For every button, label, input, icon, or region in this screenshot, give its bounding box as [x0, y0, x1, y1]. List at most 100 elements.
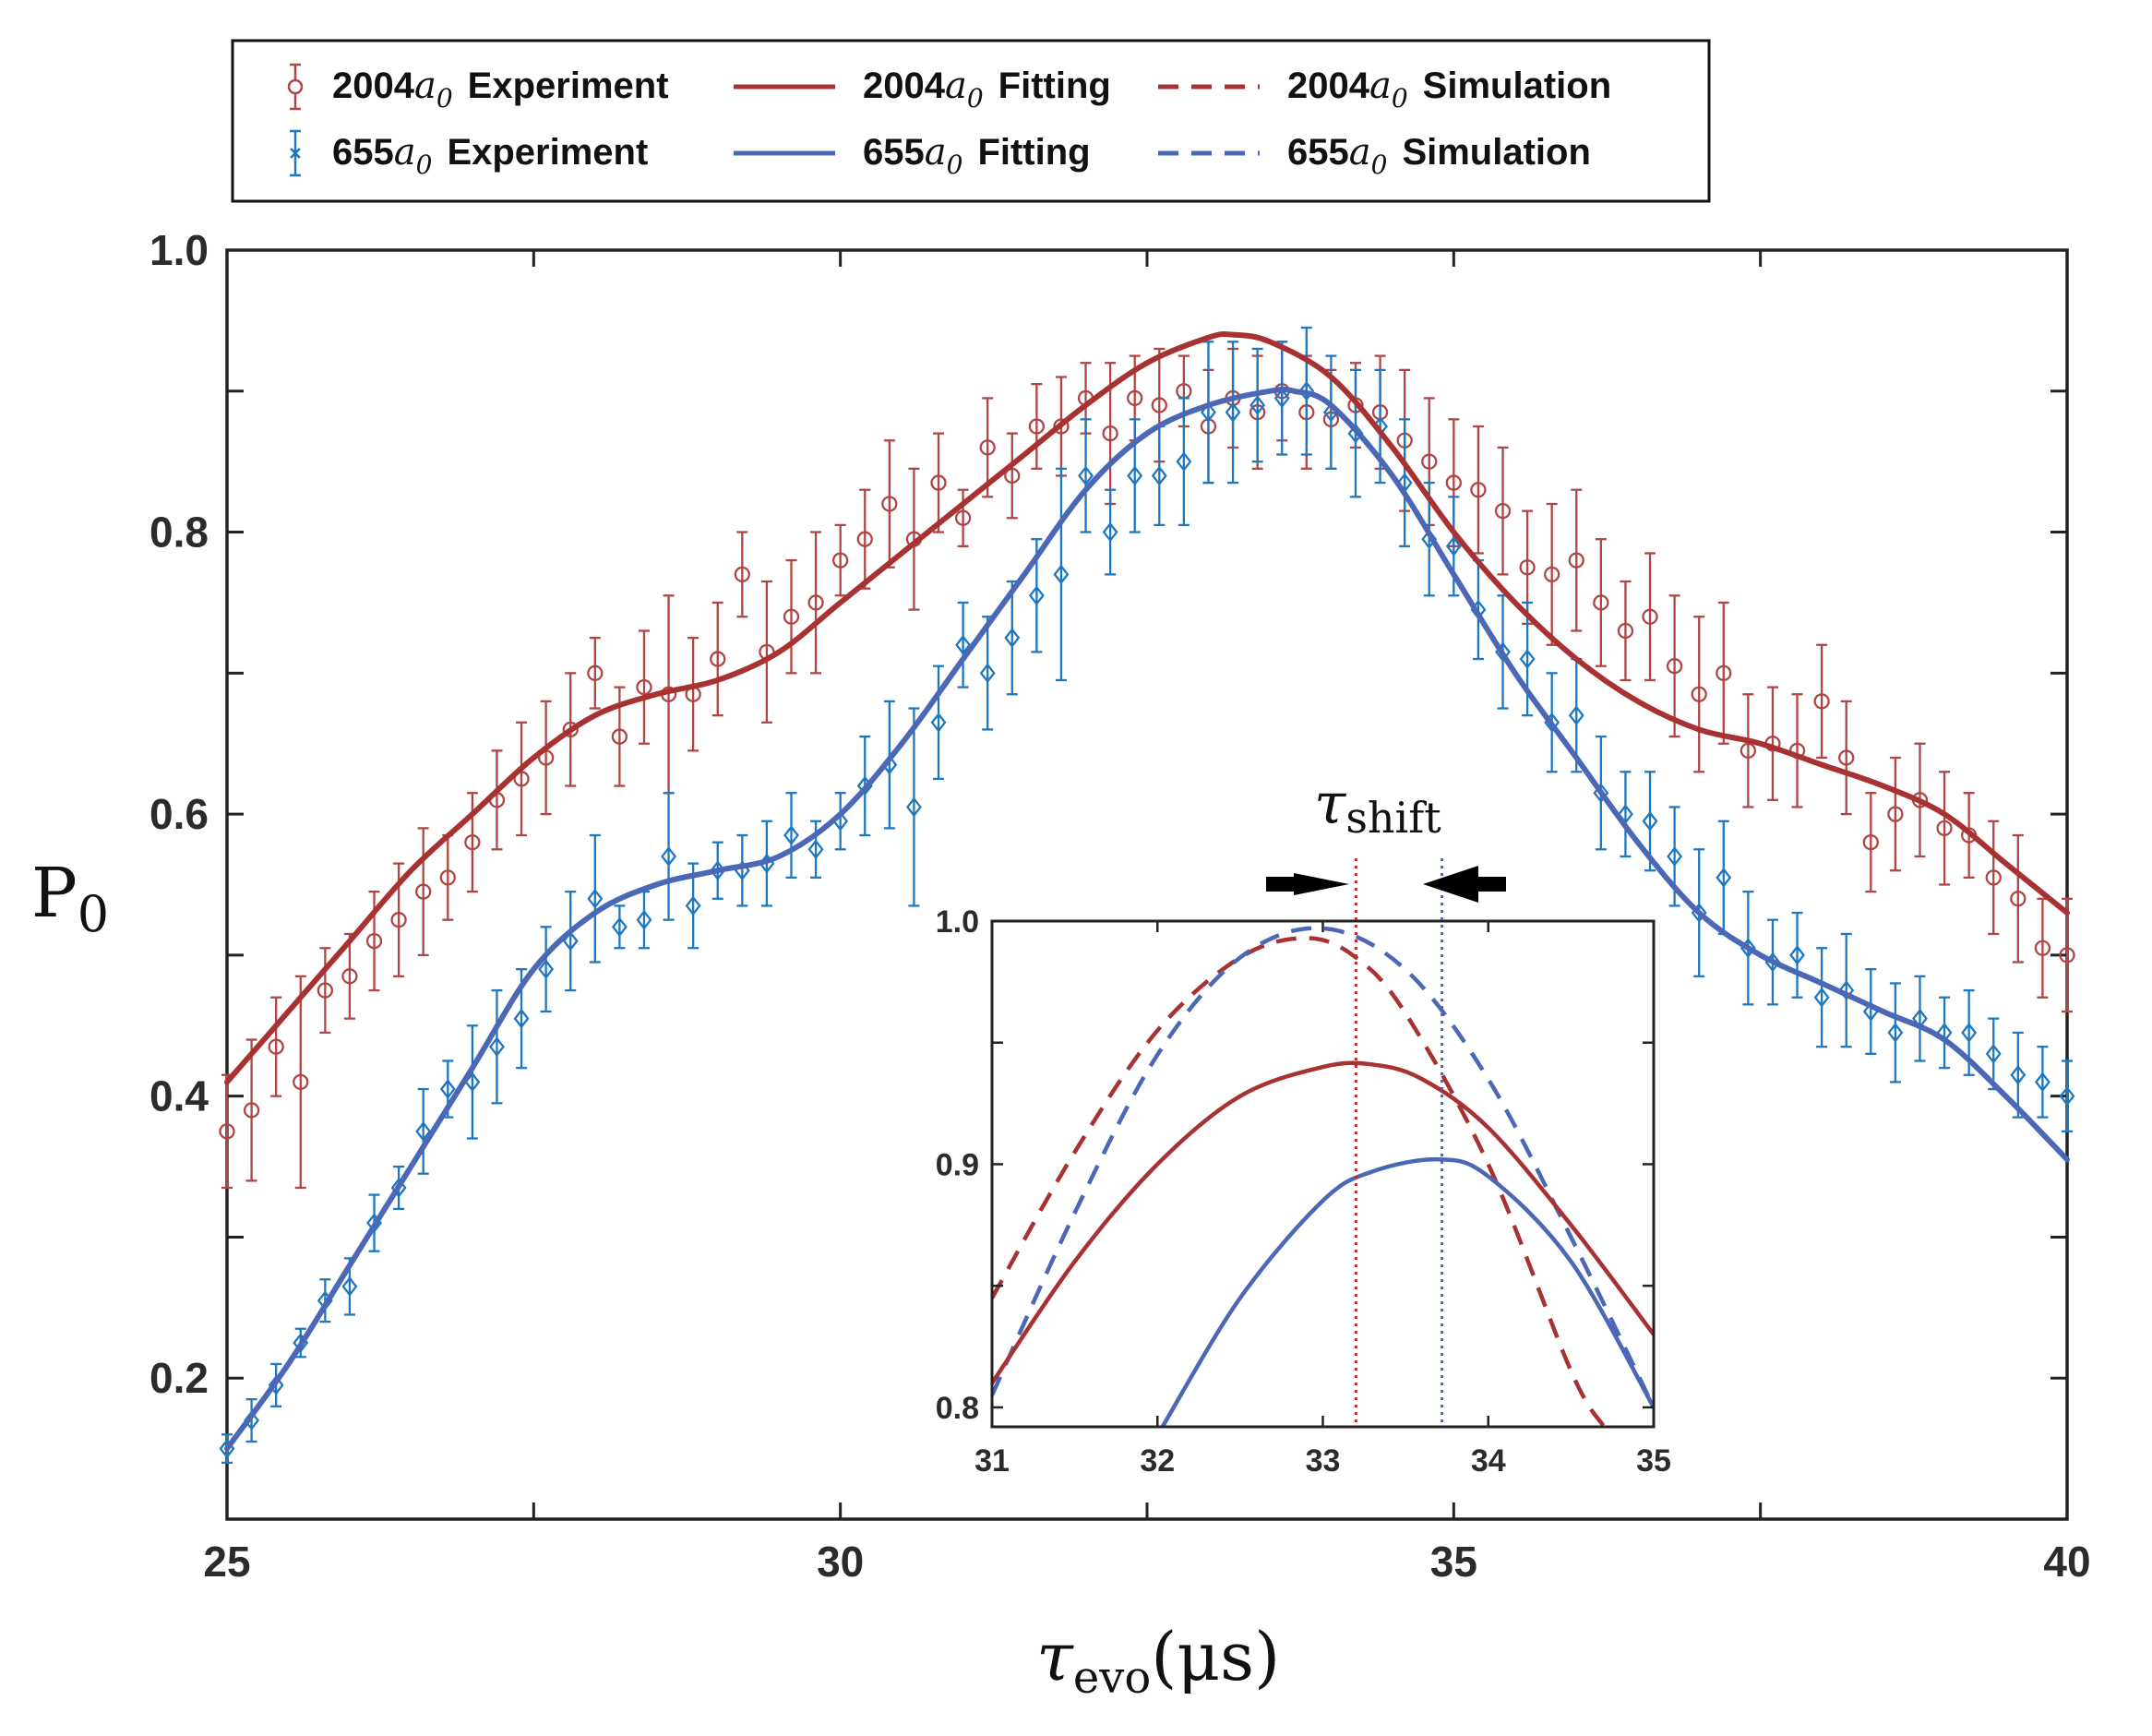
tau-shift-label: τshift: [1314, 770, 1441, 843]
data-point: [1249, 347, 1266, 463]
data-point: [856, 488, 873, 590]
data-point: [219, 1073, 235, 1190]
y-tick-label: 0.8: [149, 509, 209, 557]
legend-var: a: [1349, 131, 1371, 174]
legend-prefix: 655: [863, 132, 925, 173]
legend-entry-blue-sim: 655a0 Simulation: [1158, 131, 1591, 180]
data-point: [1642, 552, 1658, 682]
series-2004a0-experiment: [219, 341, 2075, 1190]
data-point: [905, 707, 922, 907]
data-point: [1102, 488, 1118, 576]
y-tick-label: 0.2: [149, 1354, 209, 1402]
legend-var: a: [945, 65, 967, 107]
data-point: [783, 792, 799, 880]
data-point: [415, 1087, 432, 1175]
data-point: [1813, 643, 1830, 760]
data-point: [1985, 820, 2002, 936]
data-point: [562, 890, 579, 992]
legend-label-blue-fit: 655a0 Fitting: [863, 131, 1091, 180]
series-655a0-experiment: [219, 326, 2075, 1465]
data-point: [636, 629, 652, 745]
inset-x-tick-label: 31: [974, 1443, 1010, 1479]
legend-entry-red-fit: 2004a0 Fitting: [734, 65, 1111, 114]
data-point: [783, 558, 800, 675]
data-point: [1519, 601, 1536, 717]
legend-sub: 0: [1392, 83, 1408, 114]
data-point: [243, 1038, 260, 1182]
data-point: [488, 749, 506, 851]
data-point: [734, 833, 750, 907]
inset-x-tick-label: 35: [1636, 1443, 1671, 1479]
legend-entry-blue-fit: 655a0 Fitting: [734, 131, 1091, 180]
x-tick-label: 30: [817, 1538, 864, 1586]
inset-y-tick-label: 0.9: [936, 1147, 979, 1182]
inset-plot: 31 32 33 34 35 0.8 0.9 1.0: [936, 858, 1671, 1479]
legend-prefix: 655: [332, 132, 394, 173]
data-point: [1740, 693, 1757, 808]
legend-sub: 0: [1371, 150, 1388, 180]
data-point: [1053, 467, 1070, 682]
data-point: [587, 636, 604, 710]
legend-sub: 0: [947, 150, 963, 180]
data-point: [1225, 341, 1241, 485]
inset-x-tick-label: 32: [1140, 1443, 1175, 1479]
data-point: [954, 488, 972, 547]
data-point: [1838, 700, 1855, 816]
data-point: [1813, 947, 1830, 1048]
legend-text: Simulation: [1423, 66, 1611, 106]
data-point: [685, 636, 701, 752]
data-point: [832, 523, 849, 597]
legend-label-blue-exp: 655a0 Experiment: [332, 131, 648, 180]
legend-sub: 0: [967, 83, 984, 114]
legend-var: a: [414, 65, 436, 107]
data-point: [611, 904, 628, 950]
data-point: [1912, 975, 1928, 1062]
data-point: [268, 996, 284, 1097]
legend-label-red-sim: 2004a0 Simulation: [1287, 65, 1611, 114]
inset-x-tick-label: 34: [1471, 1443, 1506, 1479]
data-point: [1789, 911, 1806, 999]
inset-series-2004a0-simulation: [992, 936, 1607, 1427]
legend-sub: 0: [436, 83, 453, 114]
legend-var: a: [925, 131, 947, 174]
legend-text: Fitting: [998, 66, 1111, 106]
legend: 2004a0 Experiment 2004a0 Fitting 2004a0 Simul…: [231, 39, 1711, 203]
legend-var: a: [394, 131, 416, 174]
legend-swatch-red-exp: [287, 63, 304, 111]
y-axis-title-sub: 0: [78, 885, 109, 943]
tau-shift-annotation: τshift: [1266, 770, 1506, 903]
data-point: [1593, 538, 1609, 667]
data-point: [513, 721, 530, 837]
tau-shift-right-arrow: [1423, 866, 1506, 903]
inset-series-655a0-fitting: [1160, 1156, 1654, 1427]
data-point: [979, 616, 996, 731]
legend-text: Experiment: [447, 132, 648, 173]
data-point: [1544, 502, 1560, 646]
y-axis-title-var: P: [31, 854, 78, 933]
series-2004a0-fitting: [224, 330, 2070, 1085]
data-point: [979, 397, 996, 498]
data-point: [807, 820, 824, 880]
data-point: [341, 932, 358, 1020]
data-point: [537, 700, 555, 816]
data-point: [807, 531, 824, 675]
data-point: [1936, 771, 1953, 886]
data-point: [710, 601, 726, 717]
y-tick-label: 1.0: [149, 226, 209, 274]
data-point: [2034, 1046, 2050, 1119]
data-point: [1494, 446, 1512, 576]
tau-shift-sub: shift: [1345, 793, 1441, 843]
legend-var: a: [1369, 65, 1392, 107]
data-point: [1151, 425, 1167, 527]
legend-entry-blue-exp: 655a0 Experiment: [290, 129, 648, 180]
data-point: [1862, 968, 1879, 1055]
data-point: [1004, 432, 1021, 520]
data-point: [881, 439, 898, 569]
data-point: [538, 926, 555, 1013]
data-point: [1176, 397, 1192, 527]
inset-series-2004a0-fitting: [992, 1060, 1654, 1384]
data-point: [1470, 425, 1487, 555]
data-point: [2059, 897, 2075, 1013]
inset-x-tick-label: 33: [1306, 1443, 1341, 1479]
data-point: [1887, 756, 1904, 872]
